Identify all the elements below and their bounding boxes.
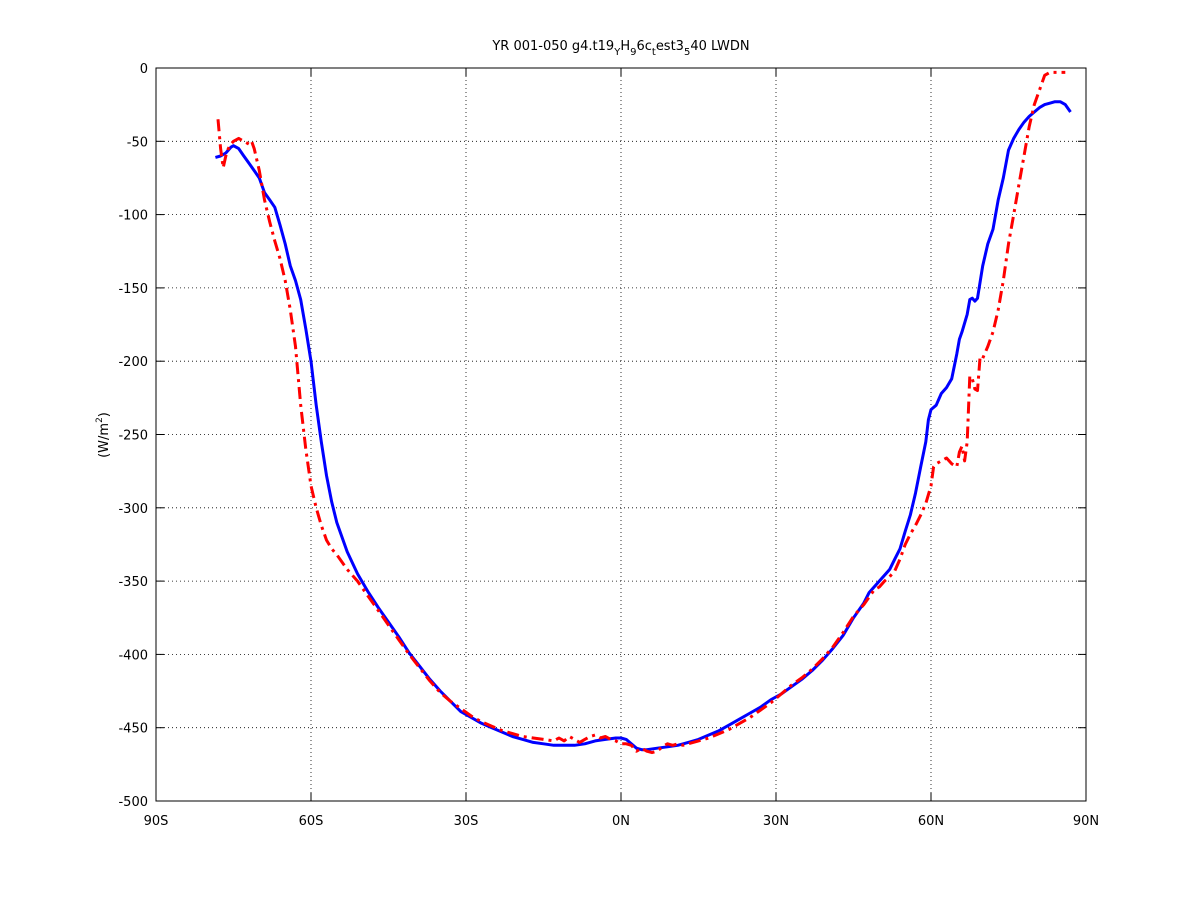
series-lines <box>215 70 1072 755</box>
x-tick-label: 60N <box>918 814 944 829</box>
chart-title: YR 001-050 g4.t19YH96ctest3540 LWDN <box>491 39 749 58</box>
series-line-red <box>216 70 1066 755</box>
grid <box>156 68 1086 801</box>
y-tick-label: -50 <box>127 135 148 150</box>
y-axis-label: (W/m2) <box>95 412 112 458</box>
series-line-blue <box>215 100 1072 752</box>
y-tick-label: -450 <box>118 722 148 737</box>
x-tick-label: 60S <box>299 814 324 829</box>
x-tick-label: 90S <box>144 814 169 829</box>
y-tick-label: -350 <box>118 575 148 590</box>
y-tick-label: -100 <box>118 209 148 224</box>
y-tick-label: -150 <box>118 282 148 297</box>
y-tick-label: -400 <box>118 648 148 663</box>
y-tick-label: -500 <box>118 795 148 810</box>
y-tick-label: 0 <box>140 62 148 77</box>
x-tick-label: 30S <box>454 814 479 829</box>
y-tick-label: -250 <box>118 429 148 444</box>
x-tick-label: 0N <box>612 814 630 829</box>
x-tick-label: 90N <box>1073 814 1099 829</box>
y-tick-label: -200 <box>118 355 148 370</box>
y-tick-label: -300 <box>118 502 148 517</box>
axis-ticks: 90S 60S 30S 0N 30N 60N 90N 0 -50 -100 -150 -200 -250… <box>118 62 1099 829</box>
x-tick-label: 30N <box>763 814 789 829</box>
